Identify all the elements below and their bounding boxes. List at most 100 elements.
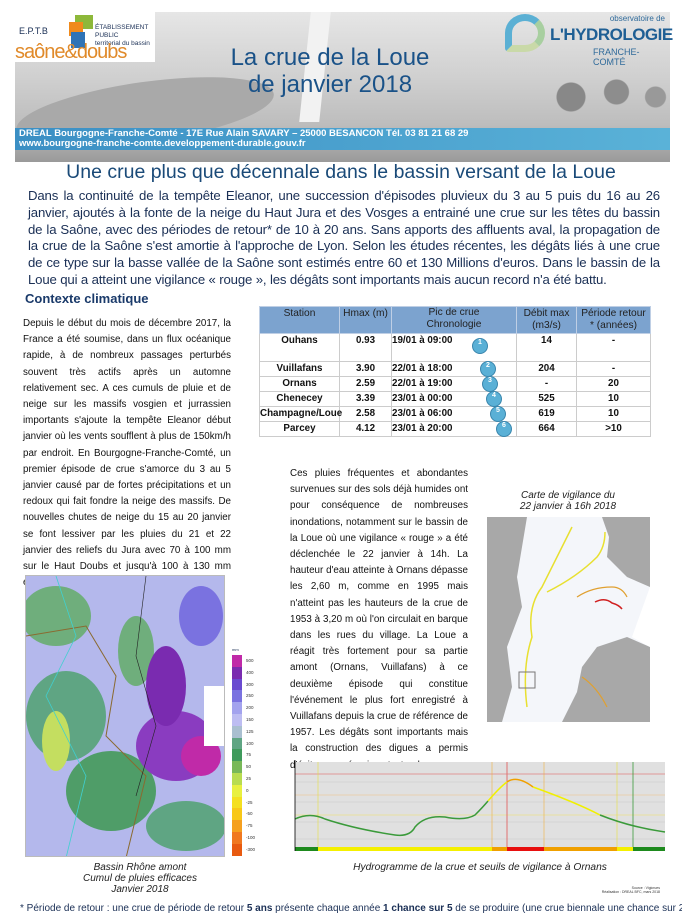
legend-label: 50 xyxy=(246,764,252,770)
pic-cell: 22/01 à 18:00 2 xyxy=(391,361,517,377)
legend-swatch xyxy=(232,714,242,726)
table-row: Ouhans 0.93 19/01 à 09:00 1 14- xyxy=(259,333,651,362)
chronology-order-badge: 1 xyxy=(472,338,488,354)
hmax-cell: 0.93 xyxy=(339,333,392,362)
vigilance-map xyxy=(487,517,650,722)
station-cell: Chenecey xyxy=(259,391,340,407)
legend-label: 150 xyxy=(246,717,254,722)
debit-cell: 525 xyxy=(516,391,577,407)
hmax-cell: 3.39 xyxy=(339,391,392,407)
pic-date: 19/01 à 09:00 xyxy=(392,335,453,346)
rainfall-map xyxy=(25,575,225,857)
hydrogram-chart xyxy=(285,757,670,862)
legend-item: 200 xyxy=(232,702,262,714)
legend-item: -100 xyxy=(232,832,262,844)
pic-date: 23/01 à 20:00 xyxy=(392,423,453,434)
legend-unit: mm xyxy=(232,647,239,652)
periode-cell: - xyxy=(576,333,651,362)
legend-label: 75 xyxy=(246,752,252,758)
periode-cell: - xyxy=(576,361,651,377)
periode-cell: 20 xyxy=(576,376,651,392)
legend-item: 250 xyxy=(232,690,262,703)
debit-cell: - xyxy=(516,376,577,392)
pic-cell: 23/01 à 06:00 5 xyxy=(391,406,517,422)
chronology-order-badge: 5 xyxy=(490,406,506,422)
periode-cell: 10 xyxy=(576,406,651,422)
legend-swatch xyxy=(232,678,242,691)
table-row: Parcey 4.12 23/01 à 20:00 6 664 >10 xyxy=(259,421,651,437)
pic-cell: 23/01 à 20:00 6 xyxy=(391,421,517,437)
eptb-saone-doubs-logo: E.P.T.B ÉTABLISSEMENT PUBLIC territorial … xyxy=(15,12,155,62)
col-header-pic: Pic de crue Chronologie xyxy=(391,306,517,334)
rainfall-legend: mm 500 400 300 250 200 150 125 100 75 50 25 0 -25 -50… xyxy=(232,647,262,856)
context-heading: Contexte climatique xyxy=(25,291,149,306)
pic-date: 23/01 à 00:00 xyxy=(392,393,453,404)
flood-stations-table: Station Hmax (m) Pic de crue Chronologie… xyxy=(259,306,651,437)
table-row: Ornans 2.59 22/01 à 19:00 3 -20 xyxy=(259,376,651,392)
contact-bar: DREAL Bourgogne-Franche-Comté - 17E Rue … xyxy=(15,128,670,150)
debit-cell: 204 xyxy=(516,361,577,377)
station-cell: Vuillafans xyxy=(259,361,340,377)
station-cell: Champagne/Loue xyxy=(259,406,342,422)
legend-item: 0 xyxy=(232,784,262,797)
logo-name: saône&doubs xyxy=(15,41,127,63)
chronology-order-badge: 2 xyxy=(480,361,496,377)
context-mid-paragraph: Ces pluies fréquentes et abondantes surv… xyxy=(290,468,468,771)
context-left-paragraph: Depuis le début du mois de décembre 2017… xyxy=(23,318,231,588)
col-header-hmax: Hmax (m) xyxy=(339,306,392,334)
legend-label: -25 xyxy=(246,799,253,805)
periode-cell: >10 xyxy=(576,421,651,437)
debit-cell: 14 xyxy=(516,333,577,362)
station-cell: Parcey xyxy=(259,421,340,437)
pic-cell: 22/01 à 19:00 3 xyxy=(391,376,517,392)
legend-swatch xyxy=(232,820,242,832)
hmax-cell: 2.58 xyxy=(339,406,392,422)
legend-swatch xyxy=(232,761,242,773)
legend-swatch xyxy=(232,796,242,809)
legend-label: 25 xyxy=(246,776,252,781)
pic-cell: 19/01 à 09:00 1 xyxy=(391,333,517,362)
legend-label: 250 xyxy=(246,693,254,699)
legend-swatch xyxy=(232,737,242,750)
legend-label: -100 xyxy=(246,835,256,840)
pic-date: 22/01 à 18:00 xyxy=(392,363,453,374)
hydrogram-caption: Hydrogramme de la crue et seuils de vigi… xyxy=(353,862,607,873)
legend-item: -25 xyxy=(232,796,262,809)
legend-label: -75 xyxy=(246,823,253,829)
legend-item: -75 xyxy=(232,820,262,832)
legend-swatch xyxy=(232,773,242,785)
legend-swatch xyxy=(232,666,242,679)
chronology-order-badge: 6 xyxy=(496,421,512,437)
hydrogram-curve-green xyxy=(294,800,489,837)
legend-label: 0 xyxy=(246,787,249,793)
table-row: Chenecey 3.39 23/01 à 00:00 4 525 10 xyxy=(259,391,651,407)
legend-swatch xyxy=(232,843,242,856)
hmax-cell: 4.12 xyxy=(339,421,392,437)
water-drop-icon xyxy=(505,14,545,52)
legend-item: 75 xyxy=(232,749,262,762)
section-subtitle: Une crue plus que décennale dans le bass… xyxy=(66,161,616,183)
pic-date: 22/01 à 19:00 xyxy=(392,378,453,389)
hydrogram-plot-area xyxy=(295,762,665,847)
table-row: Vuillafans 3.90 22/01 à 18:00 2 204- xyxy=(259,361,651,377)
page-title: La crue de la Loue de janvier 2018 xyxy=(230,44,430,98)
legend-item: 300 xyxy=(232,678,262,691)
observatoire-hydrologie-logo: observatoire de L'HYDROLOGIE FRANCHE-COM… xyxy=(505,12,673,67)
hmax-cell: 3.90 xyxy=(339,361,392,377)
logo-etab-text: ÉTABLISSEMENT PUBLIC territorial du bassi… xyxy=(95,24,150,47)
website-link[interactable]: www.bourgogne-franche-comte.developpemen… xyxy=(19,138,306,149)
pic-cell: 23/01 à 00:00 4 xyxy=(391,391,517,407)
table-row: Champagne/Loue 2.58 23/01 à 06:00 5 619 10 xyxy=(259,406,651,422)
legend-swatch xyxy=(232,832,242,844)
col-header-station: Station xyxy=(259,306,340,334)
contact-address: DREAL Bourgogne-Franche-Comté - 17E Rue … xyxy=(19,128,469,139)
legend-item: 50 xyxy=(232,761,262,773)
hmax-cell: 2.59 xyxy=(339,376,392,392)
legend-item: 125 xyxy=(232,725,262,738)
logo-eptb-text: E.P.T.B xyxy=(19,26,48,36)
legend-label: 200 xyxy=(246,705,254,711)
legend-label: -300 xyxy=(246,846,256,852)
intro-paragraph: Dans la continuité de la tempête Eleanor… xyxy=(28,188,660,287)
legend-swatch xyxy=(232,702,242,714)
footnote: * Période de retour : une crue de périod… xyxy=(20,903,682,914)
